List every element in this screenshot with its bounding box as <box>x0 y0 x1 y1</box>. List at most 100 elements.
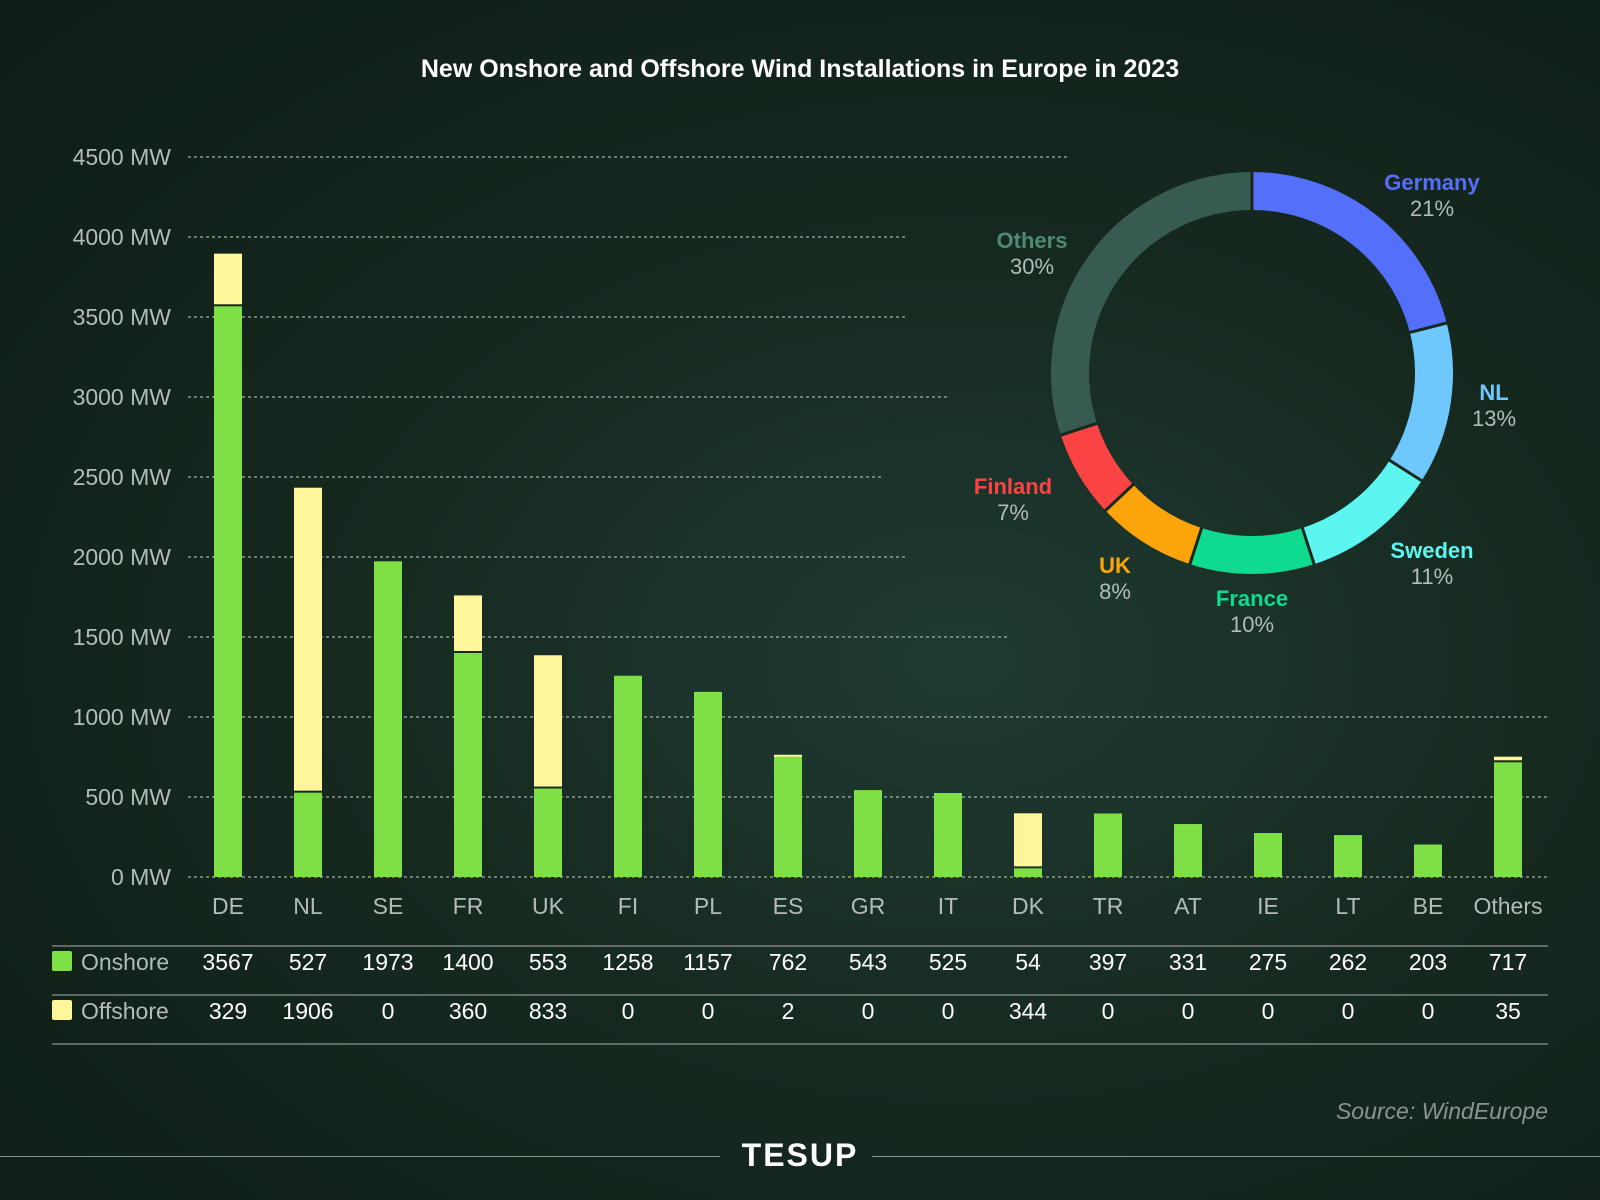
x-tick-label: PL <box>694 893 722 919</box>
footer-rule-left <box>0 1156 720 1157</box>
table-cell: 525 <box>929 949 967 975</box>
donut-pct-others: 30% <box>1010 254 1054 279</box>
bar-offshore-others <box>1494 756 1522 761</box>
legend-swatch-onshore <box>52 951 72 971</box>
table-cell: 762 <box>769 949 807 975</box>
bar-onshore-de <box>214 306 242 877</box>
table-cell: 543 <box>849 949 887 975</box>
table-cell: 397 <box>1089 949 1127 975</box>
donut-label-finland: Finland <box>974 474 1052 499</box>
donut-slice-uk <box>1105 484 1203 565</box>
donut-slice-nl <box>1389 323 1453 481</box>
donut-label-others: Others <box>997 228 1068 253</box>
brand-text: TESUP <box>741 1137 859 1173</box>
footer-rule-right <box>872 1156 1600 1157</box>
donut-separator <box>1059 421 1099 437</box>
bar-onshore-others <box>1494 762 1522 877</box>
bar-onshore-be <box>1414 844 1442 877</box>
donut-slice-others <box>1051 172 1253 436</box>
x-tick-label: SE <box>373 893 404 919</box>
donut-separator <box>1300 526 1316 566</box>
x-tick-label: UK <box>532 893 565 919</box>
donut-separator <box>1103 482 1135 513</box>
table-cell: 0 <box>862 998 875 1024</box>
bar-offshore-es <box>774 754 802 757</box>
donut-label-france: France <box>1216 586 1288 611</box>
bar-onshore-nl <box>294 792 322 877</box>
table-cell: 35 <box>1495 998 1521 1024</box>
bar-onshore-gr <box>854 790 882 877</box>
x-tick-label: BE <box>1413 893 1444 919</box>
legend-label-offshore: Offshore <box>81 998 169 1024</box>
bar-offshore-nl <box>294 487 322 791</box>
bar-onshore-at <box>1174 824 1202 877</box>
x-axis-ticks: DE NL SE FR UK FI PL ES GR IT DK TR AT IE LT BE Others <box>212 893 1542 919</box>
y-tick-label: 2500 MW <box>73 464 172 490</box>
table-cell: 833 <box>529 998 567 1024</box>
table-cell: 0 <box>702 998 715 1024</box>
donut-label-uk: UK <box>1099 553 1131 578</box>
bar-onshore-pl <box>694 691 722 877</box>
bar-series <box>214 253 1522 877</box>
table-cell: 3567 <box>202 949 253 975</box>
donut-pct-uk: 8% <box>1099 579 1131 604</box>
table-cell: 344 <box>1009 998 1048 1024</box>
donut-separator <box>1387 458 1424 483</box>
y-tick-label: 4000 MW <box>73 224 172 250</box>
table-cell: 1400 <box>442 949 493 975</box>
table-cell: 329 <box>209 998 247 1024</box>
y-tick-label: 1500 MW <box>73 624 172 650</box>
table-cell: 0 <box>1422 998 1435 1024</box>
donut-label-germany: Germany <box>1384 170 1480 195</box>
table-cell: 1157 <box>683 949 732 975</box>
bar-onshore-it <box>934 793 962 877</box>
donut-separator <box>1408 321 1449 335</box>
y-tick-label: 1000 MW <box>73 704 172 730</box>
table-cell: 275 <box>1249 949 1287 975</box>
table-cell: 553 <box>529 949 567 975</box>
bar-onshore-fr <box>454 653 482 877</box>
bar-onshore-lt <box>1334 835 1362 877</box>
table-cell: 0 <box>1342 998 1355 1024</box>
y-tick-label: 4500 MW <box>73 144 172 170</box>
y-tick-label: 500 MW <box>85 784 171 810</box>
y-axis-ticks: 0 MW 500 MW 1000 MW 1500 MW 2000 MW 2500 MW 30… <box>73 144 172 890</box>
bar-onshore-se <box>374 561 402 877</box>
brand-logo: TESUP <box>0 1137 1600 1174</box>
x-tick-label: LT <box>1335 893 1360 919</box>
x-tick-label: IE <box>1257 893 1279 919</box>
chart-title: New Onshore and Offshore Wind Installati… <box>420 55 1180 83</box>
x-tick-label: AT <box>1174 893 1202 919</box>
x-tick-label: GR <box>851 893 886 919</box>
table-cell: 0 <box>1182 998 1195 1024</box>
donut-separator <box>1188 526 1204 566</box>
table-cell: 1906 <box>282 998 333 1024</box>
bar-offshore-fr <box>454 595 482 651</box>
table-cell: 262 <box>1329 949 1367 975</box>
bar-onshore-fi <box>614 675 642 877</box>
bar-onshore-es <box>774 755 802 877</box>
donut-label-sweden: Sweden <box>1390 538 1473 563</box>
y-tick-label: 3000 MW <box>73 384 172 410</box>
donut-slice-germany <box>1251 172 1447 333</box>
legend-swatch-offshore <box>52 1000 72 1020</box>
table-cell: 0 <box>942 998 955 1024</box>
donut-pct-sweden: 11% <box>1411 564 1453 589</box>
bar-offshore-de <box>214 253 242 305</box>
donut-pct-finland: 7% <box>997 500 1029 525</box>
data-table: Onshore 3567 527 1973 1400 553 1258 1157 762 543 5… <box>52 945 1548 1045</box>
bar-onshore-dk <box>1014 868 1042 877</box>
legend-label-onshore: Onshore <box>81 949 169 975</box>
donut-pct-france: 10% <box>1230 612 1274 637</box>
table-cell: 360 <box>449 998 487 1024</box>
donut-slice-france <box>1189 527 1315 574</box>
bar-onshore-ie <box>1254 833 1282 877</box>
table-cell: 1258 <box>602 949 653 975</box>
y-tick-label: 0 MW <box>111 864 171 890</box>
bar-onshore-uk <box>534 788 562 877</box>
bar-offshore-dk <box>1014 813 1042 867</box>
x-tick-label: DK <box>1012 893 1045 919</box>
donut-label-nl: NL <box>1479 380 1508 405</box>
